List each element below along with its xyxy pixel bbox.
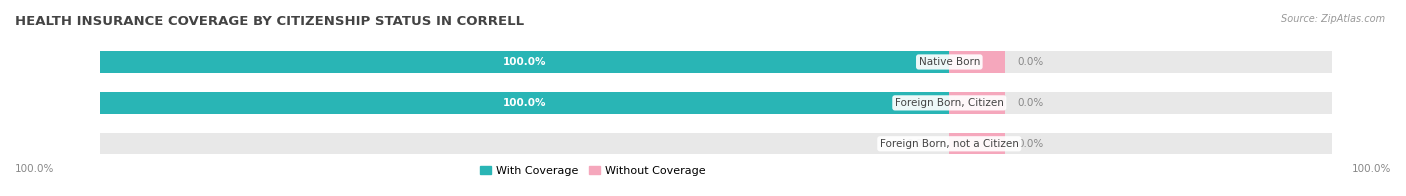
Text: 100.0%: 100.0% (1351, 164, 1391, 174)
Bar (100, 51, 949, 73)
Text: Foreign Born, Citizen: Foreign Born, Citizen (894, 98, 1004, 108)
Bar (100, 133, 1331, 154)
Text: 0.0%: 0.0% (1018, 57, 1043, 67)
Bar (949, 51, 1004, 73)
Bar (100, 92, 949, 113)
Text: 100.0%: 100.0% (15, 164, 55, 174)
Text: Native Born: Native Born (918, 57, 980, 67)
Legend: With Coverage, Without Coverage: With Coverage, Without Coverage (475, 161, 710, 180)
Text: 100.0%: 100.0% (503, 98, 547, 108)
Text: 0.0%: 0.0% (1018, 139, 1043, 149)
Bar (100, 51, 1331, 73)
Bar (949, 92, 1004, 113)
Bar (949, 133, 1004, 154)
Bar (100, 92, 1331, 113)
Text: HEALTH INSURANCE COVERAGE BY CITIZENSHIP STATUS IN CORRELL: HEALTH INSURANCE COVERAGE BY CITIZENSHIP… (15, 15, 524, 28)
Text: Source: ZipAtlas.com: Source: ZipAtlas.com (1281, 14, 1385, 24)
Text: Foreign Born, not a Citizen: Foreign Born, not a Citizen (880, 139, 1019, 149)
Text: 0.0%: 0.0% (1018, 98, 1043, 108)
Text: 0.0%: 0.0% (905, 139, 932, 149)
Text: 100.0%: 100.0% (503, 57, 547, 67)
